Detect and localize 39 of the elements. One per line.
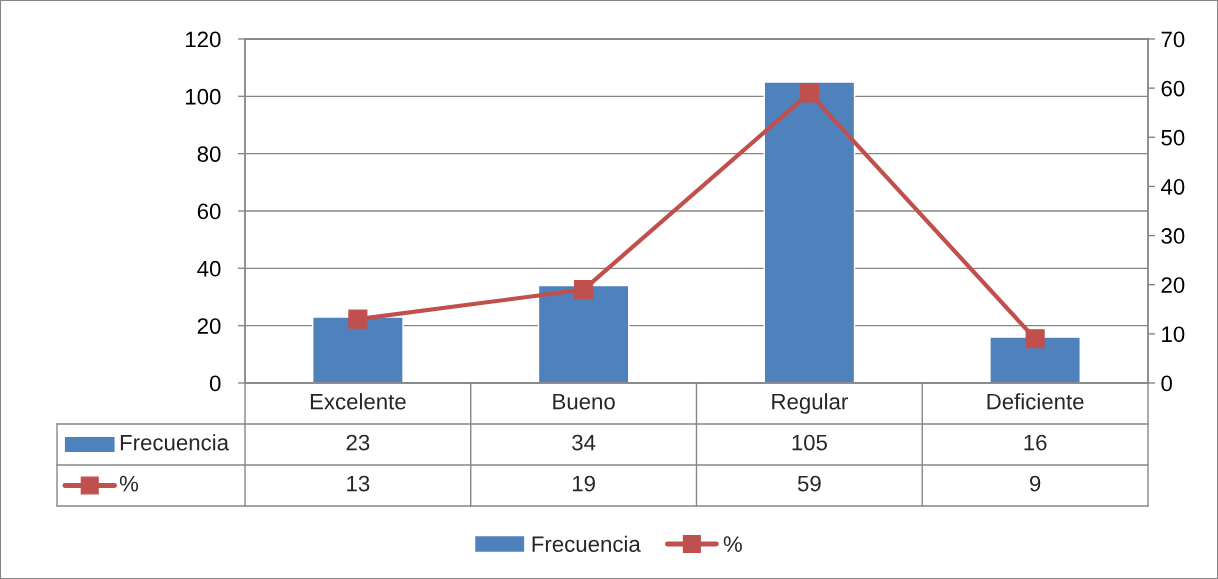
bar [312, 316, 404, 383]
point [799, 83, 819, 103]
data-label: 9 [1029, 475, 1041, 492]
x-tick-label: Regular [772, 393, 848, 414]
x-tick-label: Excelente [310, 393, 406, 410]
y2-tick-label: 40 [1161, 178, 1185, 195]
y2-tick-label: 10 [1162, 326, 1185, 343]
y-tick-label: 120 [186, 31, 221, 48]
y2-tick-label: 50 [1161, 129, 1185, 146]
y-tick-label: 60 [197, 203, 221, 220]
data-label: 16 [1024, 434, 1047, 451]
text: Frecuencia [532, 535, 641, 552]
y-tick-label: 0 [209, 375, 221, 392]
data-label: 59 [797, 475, 821, 492]
data-label: 23 [346, 434, 370, 451]
data-label: 13 [347, 475, 370, 492]
y-tick-label: 20 [197, 318, 221, 334]
point [348, 309, 368, 329]
y2-tick-label: 20 [1161, 277, 1185, 293]
y-tick-label: 100 [186, 88, 221, 105]
data-label: 19 [572, 475, 595, 492]
y-tick-label: 80 [197, 146, 221, 162]
x-tick-label: Bueno [553, 393, 615, 410]
data-label: 34 [572, 434, 596, 451]
y2-tick-label: 70 [1161, 31, 1185, 48]
legend-label: Frecuencia [120, 434, 230, 451]
y2-tick-label: 0 [1161, 375, 1172, 392]
legend-label: % [723, 536, 742, 552]
y-tick-label: 40 [197, 260, 221, 277]
point [1025, 329, 1045, 349]
data-label: 105 [792, 434, 827, 451]
x-tick-label: Deficiente [987, 393, 1084, 410]
bar [763, 81, 856, 383]
bar [989, 336, 1081, 383]
bar [537, 284, 630, 383]
text: % [119, 475, 139, 492]
point [574, 280, 594, 300]
y2-tick-label: 60 [1161, 80, 1185, 97]
y2-tick-label: 30 [1161, 228, 1185, 244]
